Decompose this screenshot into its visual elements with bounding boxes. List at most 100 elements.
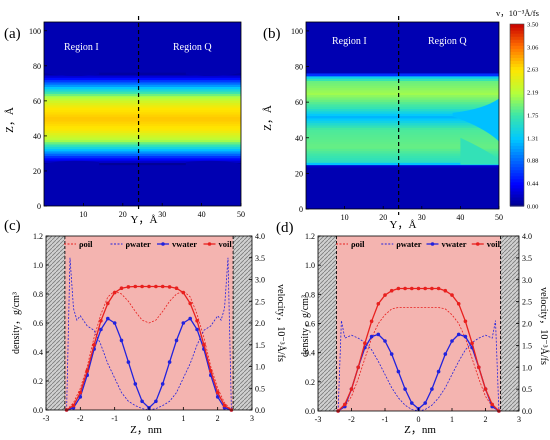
heatmap-b-axes: 10 20 30 40 50 0 20 40 60 80 100 <box>291 16 503 222</box>
point-v-oil <box>463 319 468 324</box>
colorbar-cell <box>510 84 524 89</box>
heatmap-cell <box>44 153 241 156</box>
heatmap-bulge <box>452 98 499 142</box>
point-v-oil <box>456 302 461 306</box>
point-v-water <box>436 369 441 374</box>
point-v-oil <box>222 403 227 408</box>
colorbar-cell <box>510 60 524 65</box>
heatmap-cell <box>44 162 241 166</box>
colorbar-cell <box>510 136 524 140</box>
heatmap-taper <box>44 160 100 168</box>
heatmap-cell <box>306 115 499 119</box>
wall-right <box>233 236 252 410</box>
heatmap-cell <box>44 134 241 138</box>
colorbar-tick-label: 0.88 <box>527 158 538 165</box>
x-tick-label: 0 <box>147 414 151 423</box>
wall-left <box>318 236 337 411</box>
point-v-water <box>99 327 103 332</box>
heatmap-cell <box>306 141 499 145</box>
series-rho-oil <box>337 307 500 412</box>
heatmap-cell <box>44 72 241 76</box>
colorbar-cell <box>510 148 524 152</box>
y-tick-label: 60 <box>295 98 303 107</box>
heatmap-cell <box>44 125 241 129</box>
colorbar-cell <box>510 99 524 104</box>
heatmap-cell <box>306 85 499 89</box>
colorbar-cell <box>510 66 524 71</box>
heatmap-cell <box>306 96 499 100</box>
profile-d-y2label: velocity，10⁻³Å/fs <box>538 287 550 365</box>
point-v-water <box>126 360 131 364</box>
x-tick-label: 10 <box>341 213 349 222</box>
colorbar-title: v，10⁻³Å/fs <box>496 8 539 18</box>
legend-label: voil <box>219 239 233 249</box>
y-tick-label: 0.2 <box>33 377 43 386</box>
heatmap-cell <box>306 148 499 152</box>
heatmap-cell <box>44 111 241 115</box>
point-v-oil <box>99 319 103 323</box>
y-tick-label: 0.2 <box>305 378 315 387</box>
point-v-oil <box>133 284 138 289</box>
heatmap-cell <box>44 88 241 92</box>
heatmap-cell <box>306 152 499 156</box>
colorbar-cell <box>510 96 524 101</box>
colorbar-cell <box>510 115 524 119</box>
y-tick-label: 0.0 <box>33 406 43 415</box>
colorbar-cell <box>510 169 524 174</box>
x-tick-label: 3 <box>517 415 521 424</box>
channel-bg <box>336 236 501 411</box>
heatmap-cell <box>44 160 241 163</box>
y-tick-label: 0.8 <box>305 290 315 299</box>
heatmap-a-image <box>44 22 241 206</box>
x-tick-label: 30 <box>158 210 166 219</box>
heatmap-cell <box>306 73 499 77</box>
colorbar-tick-label: 1.75 <box>527 113 538 120</box>
heatmap-cell <box>306 143 499 147</box>
x-tick-label: 20 <box>379 213 387 222</box>
colorbar-cell <box>510 39 524 43</box>
heatmap-cell <box>44 91 241 94</box>
y2-tick-label: 1.0 <box>522 363 532 372</box>
heatmap-cell <box>44 95 241 99</box>
heatmap-cell <box>306 110 499 114</box>
point-v-water <box>181 321 186 325</box>
point-v-water <box>396 369 401 374</box>
point-v-oil <box>209 369 213 373</box>
y2-tick-label: 1.5 <box>255 341 265 350</box>
point-v-oil <box>195 319 199 323</box>
colorbar-cell <box>510 102 524 107</box>
x-tick-label: -1 <box>382 415 389 424</box>
colorbar-tick-label: 2.63 <box>527 67 538 74</box>
point-v-oil <box>343 402 347 407</box>
panel-label-b: (b) <box>263 26 281 42</box>
y-tick-label: 1.0 <box>305 261 315 270</box>
point-v-water <box>78 395 83 399</box>
colorbar-tick-label: 0.00 <box>527 204 538 211</box>
y-tick-label: 0 <box>299 205 303 214</box>
point-v-oil <box>410 286 414 291</box>
point-v-water <box>456 332 461 337</box>
x-tick-label: 3 <box>250 414 254 423</box>
heatmap-cell <box>306 92 499 96</box>
panel-label-a: (a) <box>4 26 21 42</box>
colorbar-cell <box>510 36 524 40</box>
colorbar-cell <box>510 90 524 95</box>
colorbar-cell <box>510 142 524 146</box>
point-v-oil <box>483 387 488 391</box>
x-tick-label: 30 <box>418 213 426 222</box>
colorbar: 3.50 3.06 2.63 2.19 1.75 1.31 0.88 0.44 0.00 <box>509 22 539 211</box>
point-v-water <box>450 339 454 343</box>
y-tick-label: 20 <box>33 167 41 176</box>
heatmap-cell <box>44 77 241 81</box>
x-tick-label: 1 <box>450 415 454 424</box>
x-tick-label: -3 <box>43 414 50 423</box>
point-v-water <box>389 352 394 356</box>
y-tick-label: 0 <box>37 202 41 211</box>
heatmap-cell <box>44 86 241 90</box>
colorbar-tick-label: 1.31 <box>527 135 538 142</box>
heatmap-cell <box>44 79 241 83</box>
point-v-oil <box>71 403 76 408</box>
heatmap-cell <box>44 139 241 143</box>
heatmap-cell <box>306 159 499 163</box>
y2-tick-label: 3.5 <box>522 254 532 263</box>
